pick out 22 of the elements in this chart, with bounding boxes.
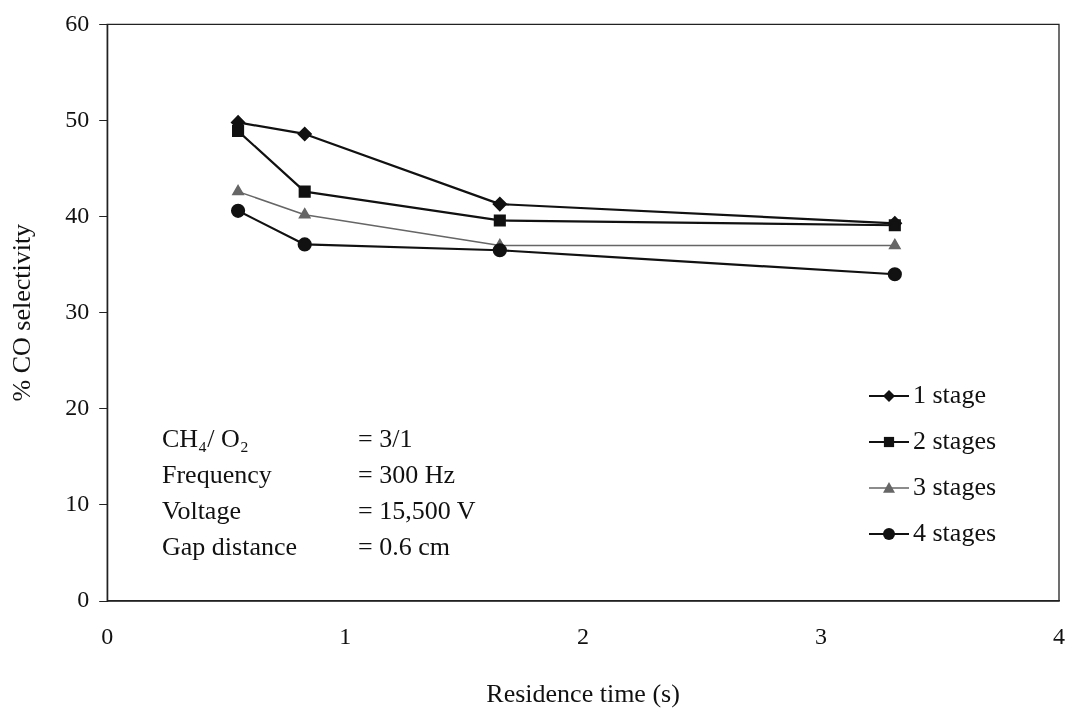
legend-label: 2 stages (913, 425, 997, 455)
legend-label: 1 stage (913, 379, 986, 409)
y-tick-label: 50 (65, 105, 90, 132)
y-tick-label: 0 (77, 586, 90, 613)
text: Voltage = 15,500 V (162, 495, 476, 525)
x-tick-label: 3 (815, 622, 828, 649)
text: Frequency = 300 Hz (162, 459, 455, 489)
legend-label: 4 stages (913, 517, 997, 547)
x-tick-label: 1 (339, 622, 352, 649)
y-tick-label: 10 (65, 490, 90, 517)
text: Gap distance = 0.6 cm (162, 531, 450, 561)
y-axis-title: % CO selectivity (7, 223, 37, 402)
y-tick-label: 60 (65, 9, 90, 36)
x-tick-label: 2 (577, 622, 590, 649)
legend-label: 3 stages (913, 471, 997, 501)
y-tick-label: 40 (65, 201, 90, 228)
x-tick-label: 4 (1053, 622, 1065, 649)
x-tick-label: 0 (101, 622, 114, 649)
y-tick-label: 30 (65, 298, 90, 324)
text: CH₄/ O₂ = 3/1 (162, 423, 413, 453)
x-axis-title: Residence time (s) (486, 679, 680, 709)
y-tick-label: 20 (65, 394, 90, 421)
